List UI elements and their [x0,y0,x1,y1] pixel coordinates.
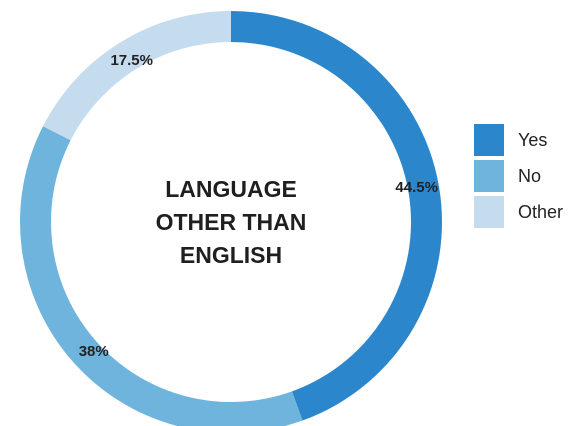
slice-labels: 44.5% 38% 17.5% [79,52,438,360]
slice-label-no: 38% [79,343,109,360]
slice-label-other: 17.5% [110,52,153,69]
legend-label-other: Other [518,201,564,222]
slice-no [20,126,303,426]
legend-swatch-other [474,196,504,228]
legend-swatch-yes [474,124,504,156]
legend-label-yes: Yes [518,129,548,150]
legend-swatch-no [474,160,504,192]
center-title-line-2: OTHER THAN [156,209,307,235]
legend-item-yes: Yes [474,123,563,157]
slice-other [42,11,232,141]
center-title-line-3: ENGLISH [180,242,282,268]
center-title-line-1: LANGUAGE [165,176,297,202]
legend-item-other: Other [474,195,563,229]
legend: Yes No Other [474,123,563,231]
legend-label-no: No [518,165,542,186]
donut-slices [20,11,443,426]
legend-item-no: No [474,159,563,193]
slice-yes [231,11,443,421]
slice-label-yes: 44.5% [395,179,438,196]
